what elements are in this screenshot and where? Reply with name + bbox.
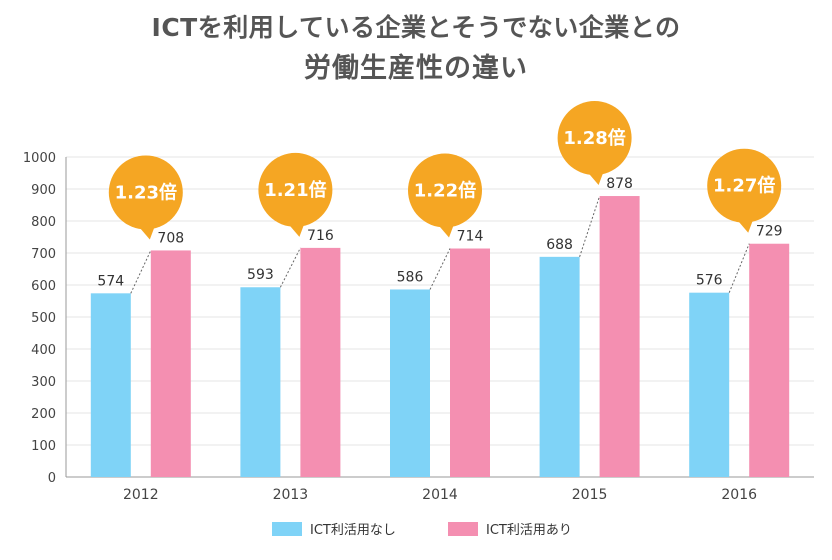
connector-line (279, 247, 301, 288)
ratio-bubble (707, 148, 782, 223)
bar-ict-none (240, 287, 281, 477)
legend-label-ict-none: ICT利活用なし (310, 523, 396, 538)
value-label-ict-none: 574 (97, 273, 124, 289)
ratio-bubble (557, 101, 632, 176)
connector-line (579, 195, 601, 257)
value-label-ict-used: 708 (157, 230, 184, 246)
bar-ict-none (390, 289, 430, 477)
ratio-label: 1.27倍 (713, 175, 775, 197)
ratio-bubble (408, 153, 482, 228)
bar-ict-none (689, 292, 730, 477)
ratio-label: 1.23倍 (115, 181, 177, 203)
y-tick-label: 500 (31, 311, 56, 326)
connector-line (130, 250, 152, 294)
y-tick-label: 600 (31, 279, 56, 294)
ratio-label: 1.21倍 (264, 179, 326, 201)
x-tick-label: 2013 (273, 487, 309, 503)
y-tick-label: 400 (31, 343, 56, 358)
x-tick-label: 2012 (123, 487, 159, 503)
connector-line (728, 243, 750, 293)
ratio-label: 1.28倍 (563, 127, 625, 149)
value-label-ict-used: 729 (756, 224, 783, 240)
bar-ict-used (300, 247, 341, 477)
ratio-label: 1.22倍 (414, 180, 476, 202)
y-tick-label: 200 (31, 407, 56, 422)
value-label-ict-used: 714 (457, 229, 484, 245)
y-tick-label: 700 (31, 247, 56, 262)
y-tick-label: 1000 (23, 151, 56, 166)
bar-ict-used (450, 248, 490, 477)
bar-ict-none (539, 256, 580, 477)
bar-ict-used (749, 243, 790, 477)
x-tick-label: 2015 (572, 487, 608, 503)
legend-label-ict-used: ICT利活用あり (486, 523, 572, 538)
value-label-ict-used: 716 (307, 228, 334, 244)
y-tick-label: 0 (48, 471, 56, 486)
chart-title-line-2: 労働生産性の違い (304, 53, 528, 84)
ratio-bubble (258, 152, 333, 227)
y-tick-label: 300 (31, 375, 56, 390)
value-label-ict-none: 593 (247, 267, 274, 283)
value-label-ict-none: 586 (397, 269, 424, 285)
y-tick-label: 900 (31, 183, 56, 198)
y-tick-label: 800 (31, 215, 56, 230)
value-label-ict-none: 576 (696, 273, 723, 289)
value-label-ict-used: 878 (606, 176, 633, 192)
bar-ict-none (90, 293, 131, 477)
value-label-ict-none: 688 (546, 237, 573, 253)
bar-ict-used (599, 196, 640, 478)
connector-line (429, 248, 451, 290)
chart-title-line-1: ICTを利用している企業とそうでない企業との (151, 13, 681, 42)
legend-swatch-ict-used (448, 522, 478, 536)
x-tick-label: 2014 (422, 487, 458, 503)
y-tick-label: 100 (31, 439, 56, 454)
ratio-bubble (108, 155, 183, 230)
legend-swatch-ict-none (272, 522, 302, 536)
x-tick-label: 2016 (721, 487, 757, 503)
bar-ict-used (150, 250, 191, 477)
